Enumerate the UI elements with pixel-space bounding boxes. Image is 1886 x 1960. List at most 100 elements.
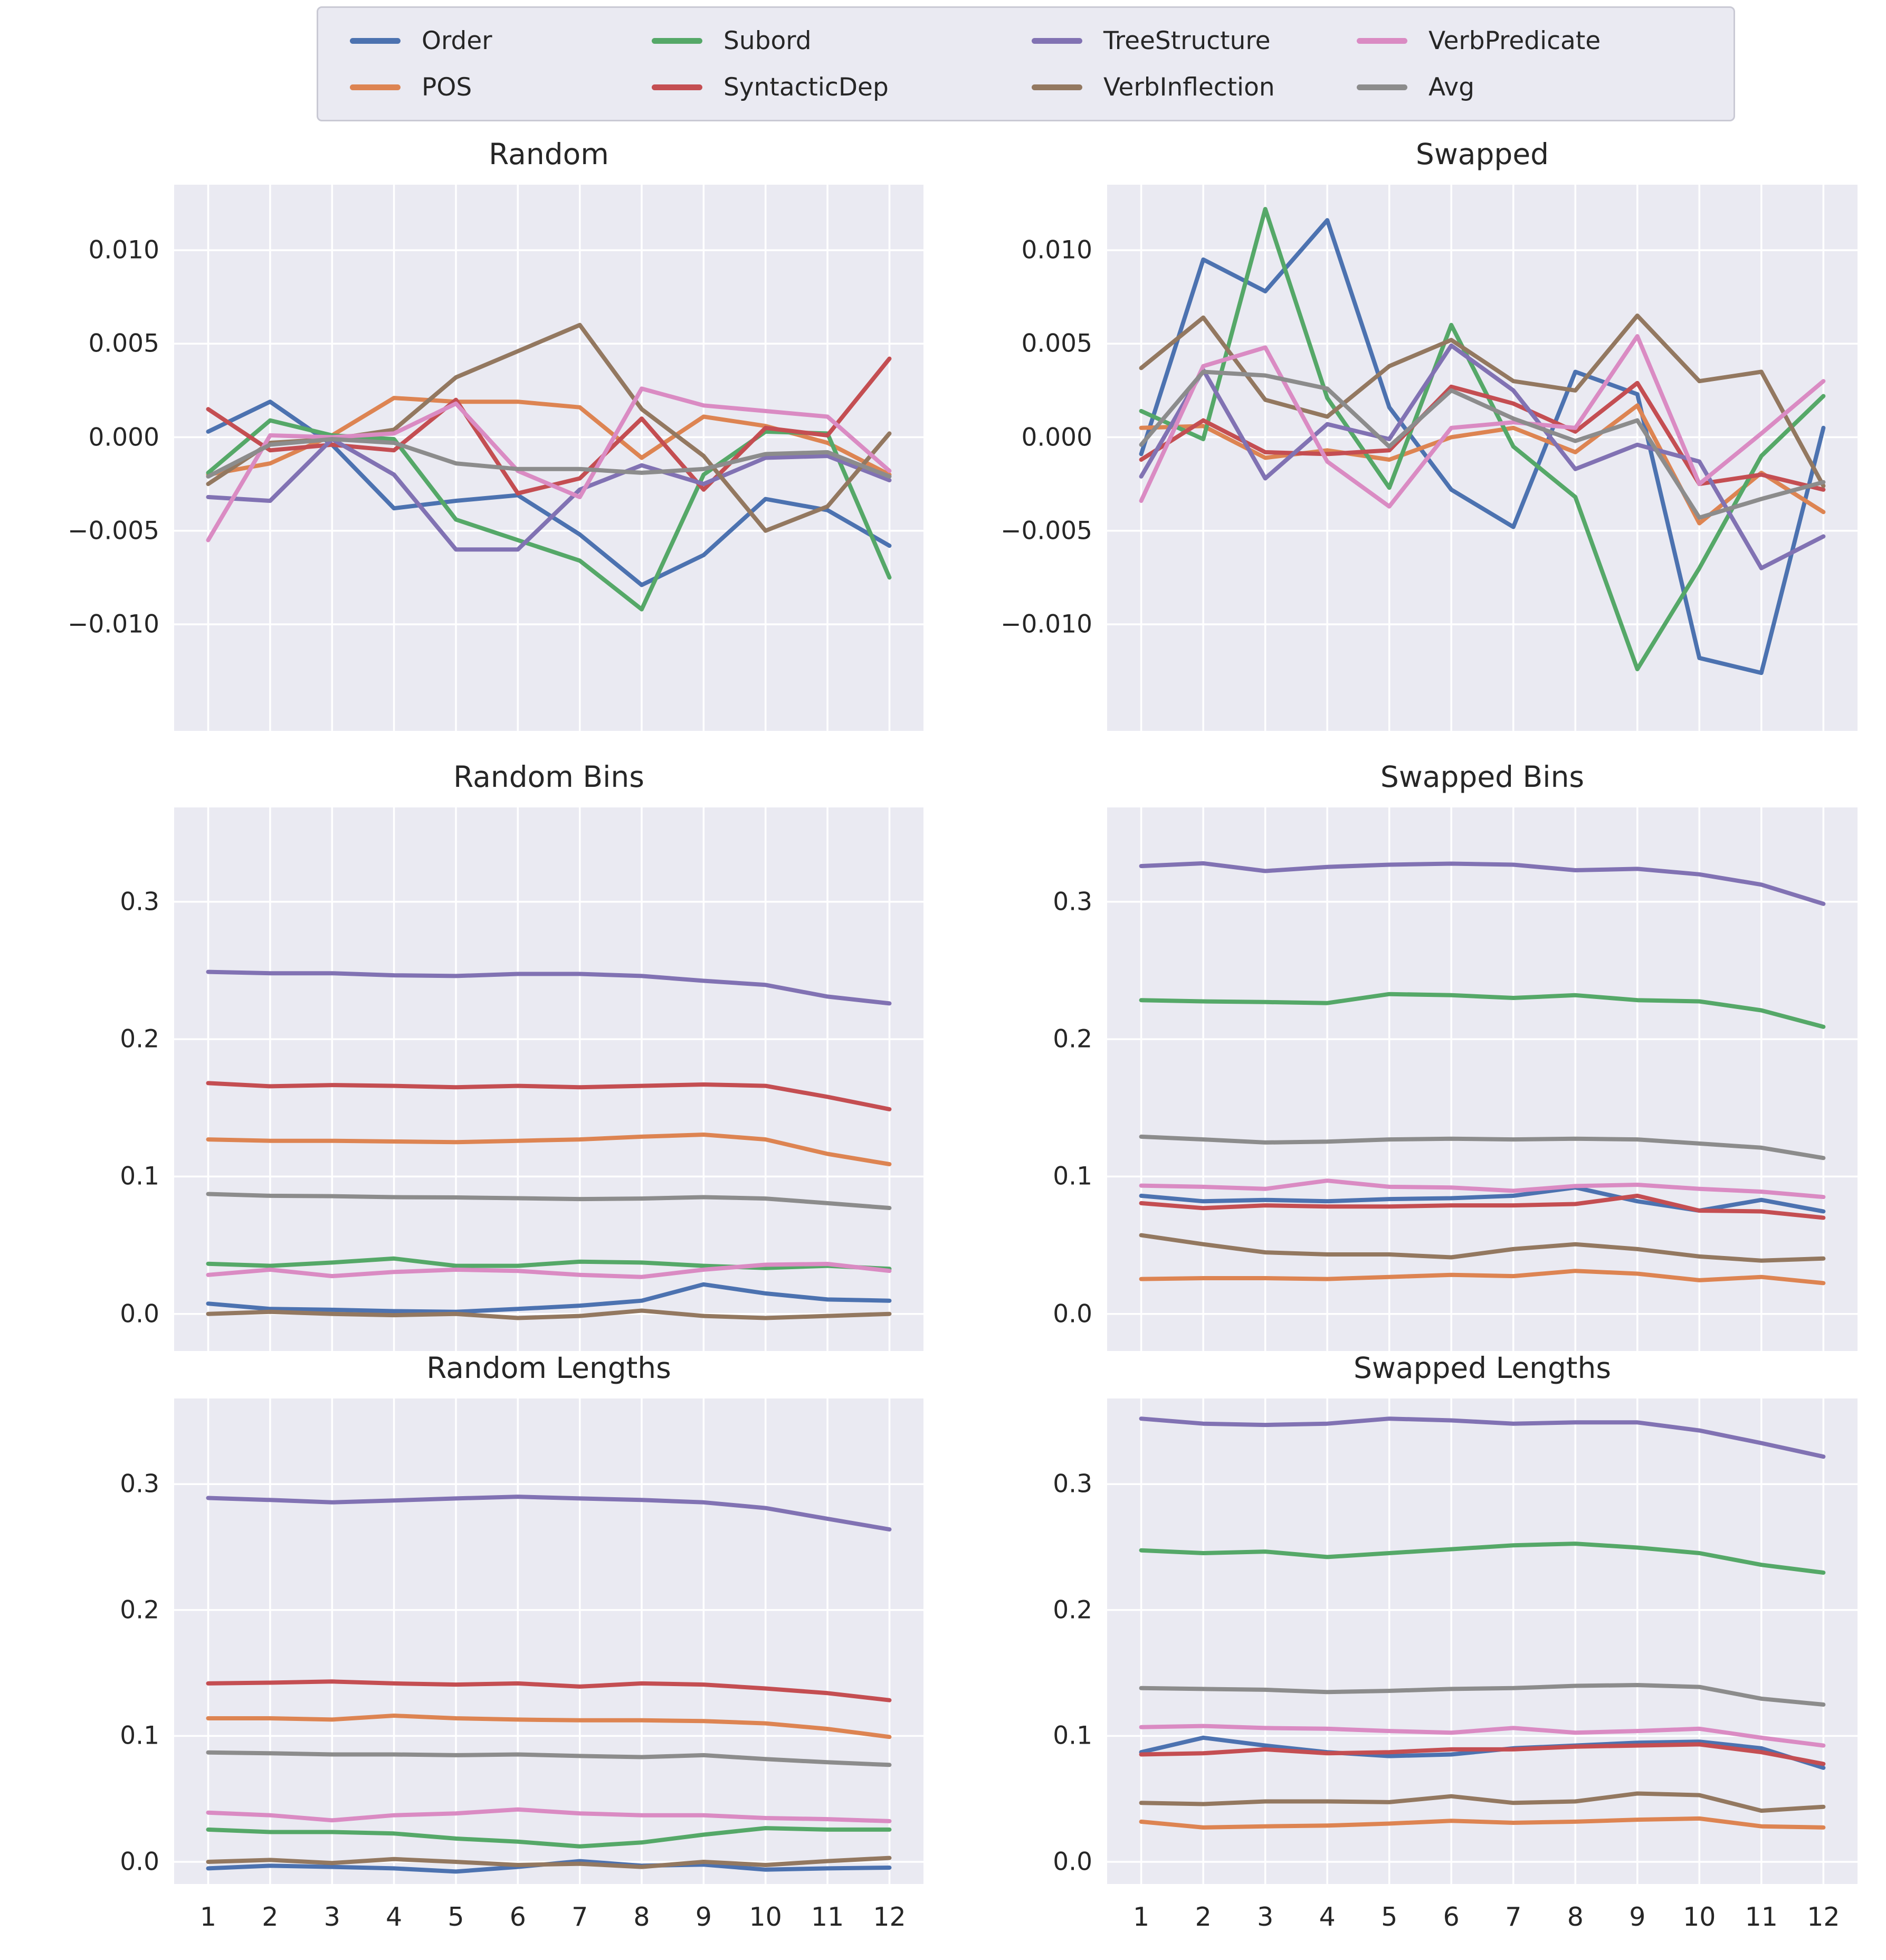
plot-area (1107, 807, 1858, 1351)
series-line-Subord (206, 418, 892, 612)
plot-svg (174, 807, 923, 1351)
x-tick-label: 10 (1683, 1902, 1716, 1932)
x-tick-label: 3 (1257, 1902, 1274, 1932)
series-line-POS (206, 1133, 892, 1166)
y-tick-label: 0.0 (1053, 1847, 1092, 1877)
legend-label: Avg (1428, 72, 1475, 102)
avg-line-swatch-icon (1357, 84, 1407, 90)
plot-area (174, 807, 923, 1351)
plot-area (1107, 185, 1858, 731)
x-axis: 1 2 3 4 5 6 7 8 9 10 11 12 (1107, 1884, 1858, 1930)
plot-area (1107, 1398, 1858, 1884)
x-tick-label: 7 (1505, 1902, 1522, 1932)
chart-random-bins: Random Bins 0.3 0.2 0.1 0.0 (120, 763, 923, 1351)
x-tick-label: 6 (509, 1902, 526, 1932)
y-tick-label: 0.2 (120, 1595, 159, 1625)
x-tick-label: 12 (1807, 1902, 1840, 1932)
y-tick-label: 0.1 (1053, 1162, 1092, 1191)
series-line-TreeStructure (206, 969, 892, 1006)
series-line-SyntacticDep (206, 1679, 892, 1702)
y-tick-label: 0.0 (1053, 1299, 1092, 1329)
y-axis: 0.3 0.2 0.1 0.0 (1053, 1398, 1107, 1884)
chart-title: Swapped (1415, 137, 1549, 171)
y-tick-label: 0.1 (1053, 1721, 1092, 1750)
y-tick-label: 0.1 (120, 1721, 159, 1750)
series-line-Subord (206, 1826, 892, 1849)
series-line-Avg (1139, 1683, 1826, 1707)
y-tick-label: 0.000 (1021, 423, 1092, 452)
syntacticdep-line-swatch-icon (652, 84, 702, 90)
y-tick-label: −0.005 (1001, 516, 1092, 546)
legend-item-avg: Avg (1357, 71, 1601, 103)
x-tick-label: 8 (1567, 1902, 1584, 1932)
y-axis: 0.010 0.005 0.000 −0.005 −0.010 (1001, 185, 1107, 731)
y-tick-label: −0.010 (1001, 610, 1092, 639)
chart-swapped-bins: Swapped Bins 0.3 0.2 0.1 0.0 (1053, 763, 1858, 1351)
chart-swapped: Swapped 0.010 0.005 0.000 −0.005 −0.010 (1001, 140, 1858, 731)
x-axis (174, 731, 923, 736)
x-tick-label: 4 (1319, 1902, 1336, 1932)
x-tick-label: 9 (695, 1902, 712, 1932)
y-axis: 0.3 0.2 0.1 0.0 (120, 1398, 174, 1884)
legend-item-pos: POS (350, 71, 492, 103)
legend: Order POS Subord SyntacticDep TreeStruct… (317, 6, 1735, 121)
legend-item-order: Order (350, 24, 492, 57)
legend-label: Subord (723, 26, 812, 55)
legend-label: Order (422, 26, 492, 55)
series-line-Avg (1139, 1134, 1826, 1160)
x-axis (1107, 731, 1858, 736)
series-line-Subord (206, 1256, 892, 1271)
y-tick-label: 0.3 (120, 1469, 159, 1499)
verbinflection-line-swatch-icon (1032, 84, 1082, 90)
x-tick-label: 3 (323, 1902, 340, 1932)
series-line-Avg (206, 437, 892, 479)
plot-svg (174, 185, 923, 731)
series-line-SyntacticDep (1139, 1742, 1826, 1766)
series-line-Avg (1139, 369, 1826, 520)
y-tick-label: 0.2 (120, 1024, 159, 1054)
series-line-Subord (1139, 1542, 1826, 1575)
chart-random: Random 0.010 0.005 0.000 −0.005 −0.010 (68, 140, 923, 731)
y-tick-label: 0.005 (88, 329, 159, 358)
legend-label: VerbPredicate (1428, 26, 1601, 55)
x-tick-label: 2 (262, 1902, 279, 1932)
legend-item-syntacticdep: SyntacticDep (652, 71, 889, 103)
legend-column: Subord SyntacticDep (652, 8, 889, 120)
series-line-Subord (1139, 992, 1826, 1029)
x-tick-label: 1 (199, 1902, 217, 1932)
legend-item-subord: Subord (652, 24, 889, 57)
y-tick-label: −0.005 (68, 516, 159, 546)
x-tick-label: 1 (1133, 1902, 1150, 1932)
chart-title: Swapped Lengths (1353, 1351, 1612, 1385)
y-tick-label: 0.005 (1021, 329, 1092, 358)
series-line-TreeStructure (206, 1495, 892, 1532)
legend-label: POS (422, 72, 472, 102)
y-tick-label: 0.1 (120, 1162, 159, 1191)
y-tick-label: 0.2 (1053, 1024, 1092, 1054)
pos-line-swatch-icon (350, 84, 401, 90)
series-line-TreeStructure (1139, 343, 1826, 570)
order-line-swatch-icon (350, 37, 401, 44)
x-tick-label: 11 (811, 1902, 844, 1932)
x-tick-label: 10 (749, 1902, 782, 1932)
y-axis: 0.3 0.2 0.1 0.0 (1053, 807, 1107, 1351)
legend-column: Order POS (350, 8, 492, 120)
series-line-SyntacticDep (206, 1081, 892, 1111)
series-line-POS (206, 1714, 892, 1739)
series-line-VerbInflection (206, 1308, 892, 1320)
legend-column: TreeStructure VerbInflection (1032, 8, 1275, 120)
y-tick-label: 0.3 (120, 887, 159, 917)
verbpredicate-line-swatch-icon (1357, 37, 1407, 44)
series-line-VerbPredicate (206, 1807, 892, 1823)
series-line-Avg (206, 1750, 892, 1767)
x-tick-label: 12 (873, 1902, 906, 1932)
plot-svg (174, 1398, 923, 1884)
x-tick-label: 2 (1195, 1902, 1212, 1932)
series-line-VerbInflection (1139, 1233, 1826, 1263)
y-axis: 0.010 0.005 0.000 −0.005 −0.010 (68, 185, 174, 731)
legend-label: SyntacticDep (723, 72, 889, 102)
legend-label: TreeStructure (1103, 26, 1271, 55)
plot-svg (1107, 807, 1858, 1351)
x-tick-label: 6 (1443, 1902, 1460, 1932)
y-axis: 0.3 0.2 0.1 0.0 (120, 807, 174, 1351)
